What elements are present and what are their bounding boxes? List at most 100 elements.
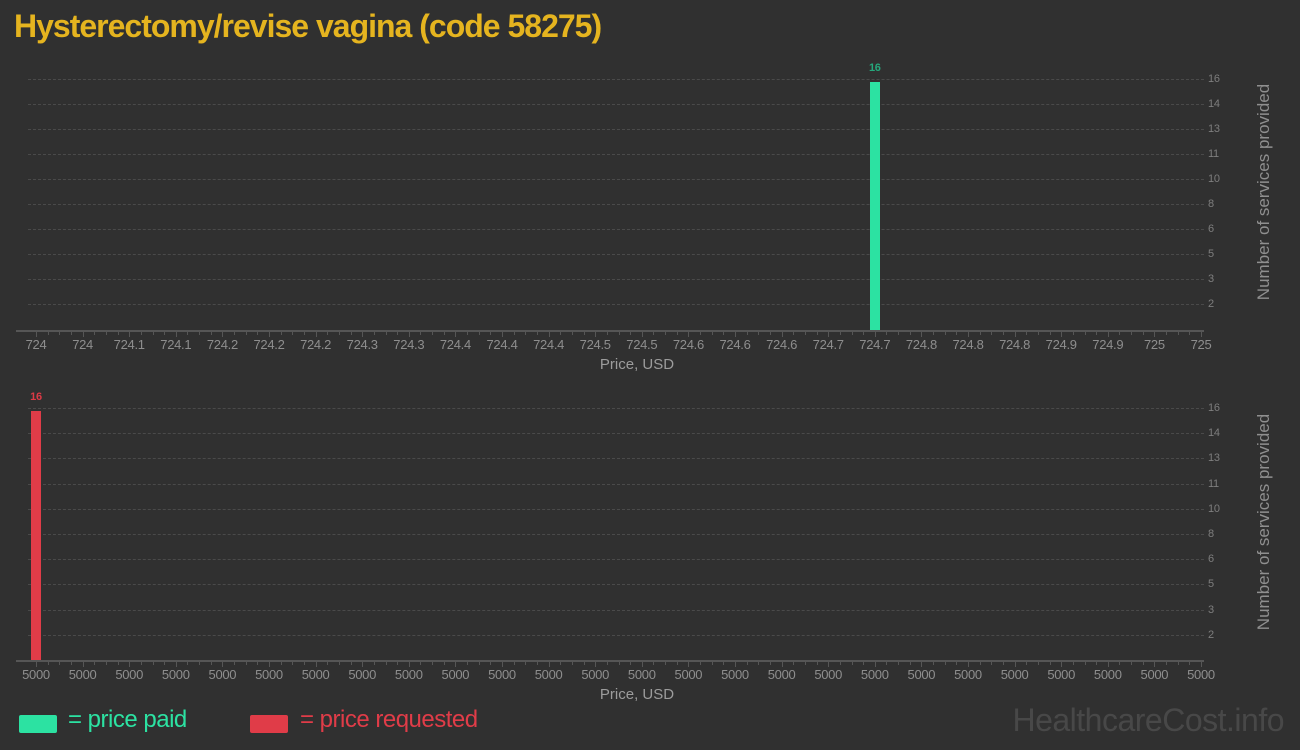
x-axis-minor-tick (303, 332, 305, 335)
x-axis-minor-tick (933, 662, 935, 665)
x-axis-minor-tick (303, 662, 305, 665)
x-axis-minor-tick (583, 662, 585, 665)
y-axis-tick-label: 6 (1208, 223, 1214, 235)
x-axis-tick-label: 724.8 (952, 337, 984, 352)
x-axis-minor-tick (653, 662, 655, 665)
x-axis-minor-tick (956, 332, 958, 335)
x-axis-tick-label: 724.3 (346, 337, 378, 352)
x-axis-minor-tick (839, 332, 841, 335)
x-axis-minor-tick (513, 662, 515, 665)
y-gridline (28, 254, 1204, 255)
x-axis-minor-tick (863, 332, 865, 335)
x-axis-minor-tick (338, 662, 340, 665)
x-axis-tick-label: 724 (72, 337, 93, 352)
x-axis-major-tick (595, 662, 597, 667)
x-axis-minor-tick (571, 662, 573, 665)
x-axis-minor-tick (1189, 662, 1191, 665)
y-axis-tick-label: 14 (1208, 427, 1220, 440)
x-axis-major-tick (315, 662, 317, 667)
x-axis-minor-tick (373, 332, 375, 335)
x-axis-tick-label: 724.5 (626, 337, 658, 352)
x-axis-tick-label: 5000 (721, 667, 749, 682)
x-axis-tick-label: 5000 (161, 667, 190, 682)
x-axis-major-tick (362, 332, 364, 337)
x-axis-major-tick (269, 662, 270, 667)
y-axis-tick-label: 8 (1208, 198, 1214, 210)
x-axis-major-tick (269, 332, 270, 337)
x-axis-major-tick (82, 662, 84, 667)
x-axis-minor-tick (560, 332, 562, 335)
y-gridline (28, 433, 1204, 435)
x-axis-minor-tick (956, 662, 958, 665)
y-axis-tick-label: 6 (1208, 553, 1214, 566)
x-axis-major-tick (548, 662, 550, 667)
x-axis-minor-tick (769, 332, 771, 335)
x-axis-major-tick (1107, 332, 1109, 337)
x-axis-minor-tick (373, 662, 375, 665)
x-axis-minor-tick (105, 662, 107, 665)
x-axis-minor-tick (583, 332, 585, 335)
watermark: HealthcareCost.info (1012, 702, 1284, 738)
x-axis-major-tick (222, 332, 224, 337)
x-axis-minor-tick (478, 662, 480, 665)
x-axis-major-tick (921, 332, 923, 337)
x-axis-minor-tick (816, 332, 818, 335)
x-axis-major-tick (222, 662, 224, 667)
x-axis-minor-tick (700, 332, 702, 335)
x-axis-tick-label: 724.7 (859, 337, 891, 352)
x-axis-tick-label: 724.3 (393, 337, 425, 352)
legend-label-price-paid: = price paid (68, 706, 187, 733)
x-axis-minor-tick (513, 332, 515, 335)
x-axis-major-tick (688, 332, 690, 337)
legend-swatch-price-requested (250, 715, 288, 733)
y-axis-tick-label: 16 (1208, 402, 1220, 414)
x-axis-title: Price, USD (599, 356, 675, 373)
x-axis-major-tick (921, 662, 923, 667)
y-axis-tick-label: 3 (1208, 603, 1214, 616)
x-axis-minor-tick (851, 662, 853, 665)
x-axis-minor-tick (152, 332, 154, 335)
x-axis-minor-tick (665, 662, 667, 665)
x-axis-minor-tick (292, 332, 294, 335)
x-axis-minor-tick (793, 332, 795, 335)
y-axis-tick-label: 14 (1208, 98, 1220, 110)
x-axis-major-tick (968, 662, 969, 667)
x-axis-minor-tick (350, 332, 352, 335)
x-axis-minor-tick (886, 662, 888, 665)
y-gridline (28, 508, 1204, 510)
x-axis-minor-tick (851, 332, 853, 335)
x-axis-minor-tick (152, 662, 154, 665)
x-axis-major-tick (455, 332, 457, 337)
x-axis-tick-label: 724 (25, 337, 47, 352)
x-axis-minor-tick (187, 332, 189, 335)
x-axis-minor-tick (1049, 662, 1051, 665)
x-axis-minor-tick (1002, 662, 1004, 665)
y-gridline (28, 79, 1204, 80)
x-axis-major-tick (36, 662, 37, 667)
x-axis-minor-tick (630, 662, 632, 665)
x-axis-minor-tick (164, 662, 166, 665)
x-axis-minor-tick (1026, 662, 1028, 665)
x-axis-minor-tick (1084, 332, 1086, 335)
x-axis-major-tick (1014, 332, 1016, 337)
x-axis-major-tick (408, 662, 410, 667)
x-axis-minor-tick (758, 662, 760, 665)
x-axis-major-tick (828, 662, 830, 667)
y-axis-tick-label: 10 (1208, 173, 1220, 185)
x-axis-minor-tick (432, 662, 434, 665)
x-axis-minor-tick (94, 662, 96, 665)
x-axis-major-tick (82, 332, 84, 337)
y-gridline (28, 559, 1204, 561)
x-axis-major-tick (1061, 332, 1063, 337)
y-axis-tick-label: 2 (1208, 628, 1214, 641)
x-axis-minor-tick (59, 332, 61, 335)
x-axis-tick-label: 5000 (68, 667, 97, 682)
x-axis-major-tick (1014, 662, 1016, 667)
legend-swatch-price-paid (19, 715, 57, 733)
x-axis-tick-label: 724.6 (672, 337, 704, 352)
x-axis-minor-tick (758, 332, 760, 335)
y-axis-tick-label: 13 (1208, 123, 1220, 135)
x-axis-minor-tick (490, 332, 492, 335)
y-gridline (28, 304, 1204, 305)
